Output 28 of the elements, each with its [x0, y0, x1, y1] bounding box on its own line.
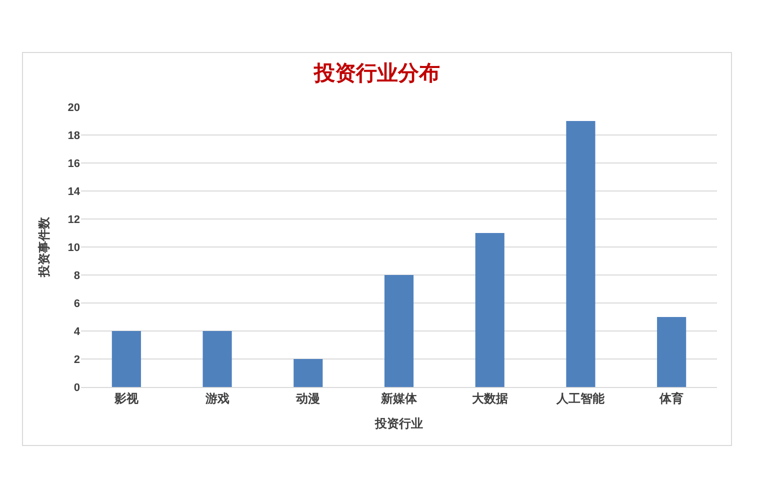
x-tick-label: 新媒体: [380, 391, 418, 406]
y-tick-label: 20: [68, 102, 80, 114]
chart-title: 投资行业分布: [313, 62, 440, 85]
y-tick-label: 14: [68, 186, 81, 198]
x-tick-label: 游戏: [204, 391, 230, 406]
bar: [294, 359, 323, 387]
x-tick-label: 大数据: [472, 391, 508, 406]
bar: [112, 331, 141, 387]
bar: [657, 317, 686, 387]
y-tick-label: 2: [74, 354, 80, 366]
y-tick-label: 8: [74, 270, 80, 282]
y-tick-label: 10: [68, 242, 80, 254]
bar: [566, 121, 596, 387]
y-axis-title: 投资事件数: [37, 216, 52, 278]
y-tick-label: 18: [68, 130, 80, 142]
x-tick-label: 影视: [113, 391, 140, 406]
y-tick-label: 12: [68, 214, 80, 226]
x-tick-label: 体育: [658, 391, 684, 406]
bar: [384, 275, 414, 387]
x-tick-label: 动漫: [295, 391, 320, 406]
y-tick-label: 4: [74, 326, 81, 338]
bar: [475, 233, 504, 387]
x-axis-title: 投资行业: [374, 416, 423, 430]
x-tick-label: 人工智能: [556, 391, 606, 406]
bar: [202, 331, 232, 387]
y-tick-label: 0: [74, 382, 80, 394]
y-tick-label: 16: [68, 158, 80, 170]
y-tick-label: 6: [74, 298, 80, 310]
